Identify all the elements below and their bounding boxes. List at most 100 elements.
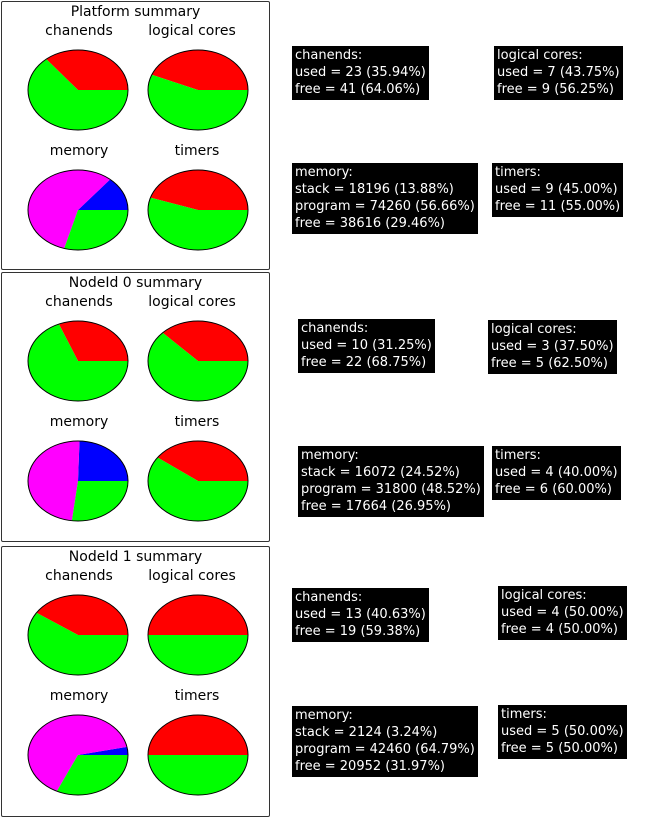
pie-slice-used — [151, 50, 248, 90]
pie-svg — [147, 594, 249, 676]
pie-label: memory — [49, 414, 109, 430]
info-box-line: used = 23 (35.94%) — [295, 65, 426, 80]
pie-outline — [27, 594, 129, 676]
pie-outline — [27, 169, 129, 251]
pie-chart — [26, 319, 130, 405]
info-box-line: used = 7 (43.75%) — [497, 65, 620, 80]
pie-svg — [27, 49, 129, 131]
info-box: chanends: used = 23 (35.94%) free = 41 (64… — [292, 46, 429, 100]
pie-slice-free — [148, 197, 248, 250]
info-box: timers: used = 9 (45.00%) free = 11 (55.00… — [492, 163, 624, 217]
info-box-title: chanends: — [295, 48, 363, 63]
info-box-line: free = 5 (62.50%) — [491, 356, 608, 371]
info-box-title: timers: — [501, 707, 547, 722]
pie-svg — [27, 169, 129, 251]
pie-slice-used — [162, 321, 248, 361]
info-box-title: memory: — [295, 708, 353, 723]
pie-outline — [147, 320, 249, 402]
info-box: chanends: used = 13 (40.63%) free = 19 (59… — [292, 588, 429, 642]
info-box: chanends: used = 10 (31.25%) free = 22 (68… — [298, 319, 435, 373]
info-box-title: logical cores: — [501, 588, 587, 603]
pie-outline — [147, 440, 249, 522]
info-box-line: free = 5 (50.00%) — [501, 741, 618, 756]
pie-chart — [26, 593, 130, 679]
pie-chart — [26, 48, 130, 134]
info-box: timers: used = 4 (40.00%) free = 6 (60.00%… — [492, 446, 621, 500]
info-box: memory: stack = 2124 (3.24%) program = 424… — [292, 706, 478, 777]
info-box-line: free = 17664 (26.95%) — [301, 499, 451, 514]
pie-svg — [147, 440, 249, 522]
pie-slice-free — [71, 481, 128, 521]
info-box: logical cores: used = 4 (50.00%) free = 4 … — [498, 586, 627, 640]
pie-slice-used — [46, 50, 128, 90]
info-box-line: stack = 2124 (3.24%) — [295, 725, 438, 740]
pie-outline — [27, 714, 129, 796]
info-box-line: program = 42460 (64.79%) — [295, 742, 475, 757]
info-box-line: free = 22 (68.75%) — [301, 355, 427, 370]
pie-outline — [27, 49, 129, 131]
info-box-line: stack = 18196 (13.88%) — [295, 182, 454, 197]
pie-label: chanends — [45, 294, 113, 310]
info-box: logical cores: used = 3 (37.50%) free = 5 … — [488, 320, 617, 374]
pie-svg — [27, 440, 129, 522]
pie-svg — [27, 714, 129, 796]
pie-slice-program — [28, 441, 80, 521]
info-box-title: logical cores: — [491, 322, 577, 337]
info-box-title: chanends: — [295, 590, 363, 605]
pie-chart — [146, 319, 250, 405]
pie-svg — [27, 594, 129, 676]
info-box-line: used = 4 (40.00%) — [495, 465, 618, 480]
info-box-line: used = 4 (50.00%) — [501, 605, 624, 620]
info-box-line: free = 20952 (31.97%) — [295, 759, 445, 774]
info-box-title: timers: — [495, 448, 541, 463]
info-box-line: program = 74260 (56.66%) — [295, 199, 475, 214]
pie-slice-program — [28, 170, 111, 249]
info-box: memory: stack = 16072 (24.52%) program = 3… — [298, 446, 484, 517]
pie-chart — [26, 713, 130, 799]
pie-label: chanends — [45, 23, 113, 39]
summary-panel: NodeId 0 summary chanends logical cores mem… — [1, 272, 270, 542]
info-box: timers: used = 5 (50.00%) free = 5 (50.00%… — [498, 705, 627, 759]
info-box-line: stack = 16072 (24.52%) — [301, 465, 460, 480]
pie-outline — [27, 320, 129, 402]
info-box-title: memory: — [301, 448, 359, 463]
pie-slice-free — [148, 635, 248, 675]
pie-svg — [147, 169, 249, 251]
pie-chart — [146, 593, 250, 679]
info-box: memory: stack = 18196 (13.88%) program = 7… — [292, 163, 478, 234]
pie-outline — [147, 169, 249, 251]
pie-chart — [146, 713, 250, 799]
pie-slice-used — [148, 595, 248, 635]
info-box-title: timers: — [495, 165, 541, 180]
panel-title: NodeId 1 summary — [68, 549, 203, 565]
pie-outline — [147, 49, 249, 131]
info-box-line: used = 3 (37.50%) — [491, 339, 614, 354]
pie-slice-stack — [78, 746, 128, 755]
info-box-line: used = 13 (40.63%) — [295, 607, 426, 622]
pie-svg — [147, 320, 249, 402]
pie-slice-stack — [78, 179, 128, 210]
pie-label: chanends — [45, 568, 113, 584]
pie-svg — [147, 49, 249, 131]
summary-panel: Platform summary chanends logical cores mem… — [1, 1, 270, 270]
info-box-line: free = 41 (64.06%) — [295, 82, 421, 97]
pie-label: memory — [49, 688, 109, 704]
pie-label: logical cores — [148, 23, 236, 39]
info-box-line: used = 10 (31.25%) — [301, 338, 432, 353]
pie-slice-free — [28, 324, 128, 401]
pie-svg — [147, 714, 249, 796]
pie-slice-used — [150, 170, 248, 210]
pie-chart — [146, 168, 250, 254]
pie-outline — [147, 714, 249, 796]
info-box-line: used = 9 (45.00%) — [495, 182, 618, 197]
info-box-line: free = 19 (59.38%) — [295, 624, 421, 639]
pie-slice-free — [148, 755, 248, 795]
pie-slice-used — [36, 595, 128, 635]
pie-label: timers — [174, 414, 220, 430]
pie-chart — [146, 48, 250, 134]
pie-chart — [26, 168, 130, 254]
pie-slice-program — [27, 715, 127, 792]
pie-slice-free — [64, 210, 128, 250]
info-box-line: free = 38616 (29.46%) — [295, 216, 445, 231]
pie-outline — [147, 594, 249, 676]
